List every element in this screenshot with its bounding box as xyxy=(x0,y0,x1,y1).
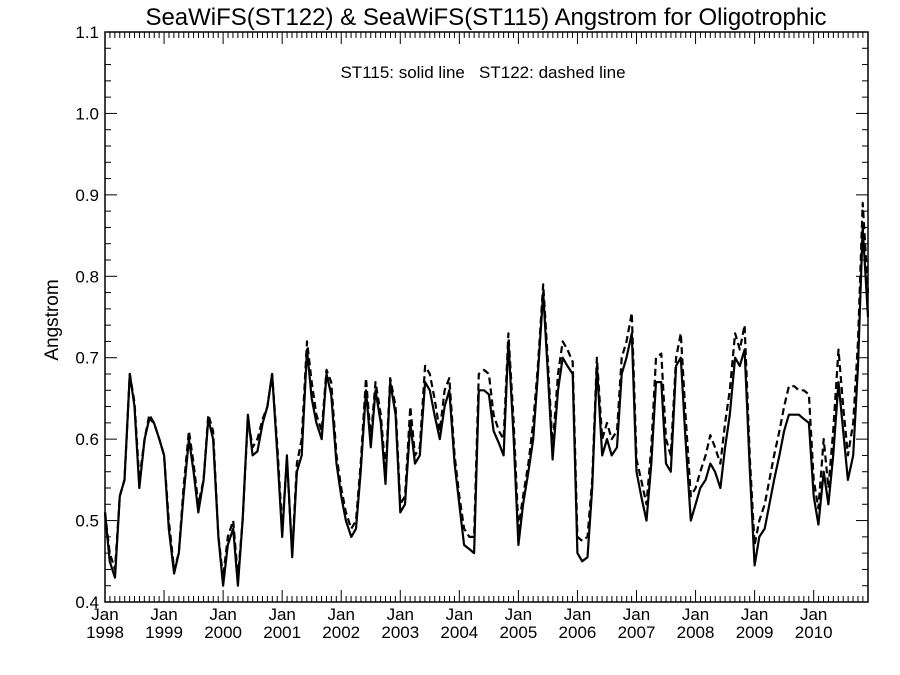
x-tick-year: 1998 xyxy=(86,623,124,642)
x-tick-year: 2006 xyxy=(559,623,597,642)
legend-annotation: ST115: solid line ST122: dashed line xyxy=(340,63,625,82)
x-tick-year: 2000 xyxy=(204,623,242,642)
x-tick-month: Jan xyxy=(682,605,709,624)
x-tick-month: Jan xyxy=(387,605,414,624)
x-tick-month: Jan xyxy=(800,605,827,624)
x-tick-month: Jan xyxy=(446,605,473,624)
x-tick-month: Jan xyxy=(505,605,532,624)
y-axis-ticks: 0.4 0.5 0.6 0.7 0.8 0.9 1.0 1.1 xyxy=(75,23,868,612)
series-line-st122 xyxy=(103,201,870,579)
x-tick-year: 2002 xyxy=(322,623,360,642)
x-tick-month: Jan xyxy=(564,605,591,624)
y-tick-label: 0.6 xyxy=(75,430,99,449)
y-tick-label: 0.5 xyxy=(75,512,99,531)
x-tick-month: Jan xyxy=(623,605,650,624)
x-tick-year: 2004 xyxy=(440,623,478,642)
x-tick-month: Jan xyxy=(209,605,236,624)
y-tick-label: 0.9 xyxy=(75,186,99,205)
x-tick-year: 2008 xyxy=(677,623,715,642)
x-tick-month: Jan xyxy=(268,605,295,624)
x-tick-year: 2010 xyxy=(795,623,833,642)
x-tick-year: 1999 xyxy=(145,623,183,642)
series-layer xyxy=(103,201,870,587)
chart-title: SeaWiFS(ST122) & SeaWiFS(ST115) Angstrom… xyxy=(145,4,826,31)
x-tick-year: 2007 xyxy=(618,623,656,642)
x-tick-month: Jan xyxy=(91,605,118,624)
x-tick-year: 2009 xyxy=(736,623,774,642)
y-tick-label: 1.0 xyxy=(75,104,99,123)
y-axis-label: Angstrom xyxy=(42,279,63,360)
x-tick-month: Jan xyxy=(150,605,177,624)
x-tick-year: 2005 xyxy=(499,623,537,642)
y-tick-label: 0.7 xyxy=(75,349,99,368)
series-line-st115 xyxy=(103,226,870,587)
y-tick-label: 1.1 xyxy=(75,23,99,42)
x-tick-year: 2003 xyxy=(381,623,419,642)
y-tick-label: 0.4 xyxy=(75,593,99,612)
y-tick-label: 0.8 xyxy=(75,267,99,286)
x-axis-ticks: Jan1998Jan1999Jan2000Jan2001Jan2002Jan20… xyxy=(86,32,864,642)
x-tick-year: 2001 xyxy=(263,623,301,642)
x-tick-month: Jan xyxy=(328,605,355,624)
x-tick-month: Jan xyxy=(741,605,768,624)
